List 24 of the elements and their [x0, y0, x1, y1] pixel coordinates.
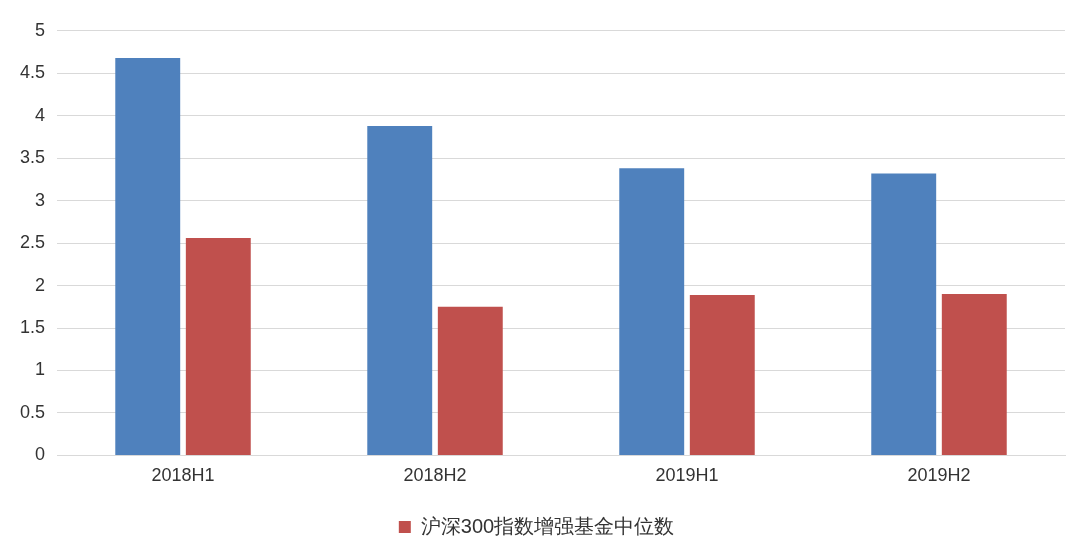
- y-tick-label: 2.5: [19, 232, 46, 253]
- y-tick-label: 4.5: [19, 62, 46, 83]
- bar: [871, 173, 937, 455]
- x-tick-label: 2018H2: [403, 465, 467, 486]
- bar: [115, 57, 181, 455]
- y-tick-label: 2: [35, 274, 46, 295]
- y-tick-label: 1: [35, 359, 46, 380]
- x-tick-label: 2019H1: [655, 465, 719, 486]
- y-tick-label: 3.5: [19, 147, 46, 168]
- bar: [437, 306, 503, 455]
- y-tick-label: 5: [35, 19, 46, 40]
- y-tick-label: 0: [35, 444, 46, 465]
- bar: [619, 168, 685, 455]
- legend-label: 沪深300指数增强基金中位数: [420, 514, 675, 537]
- bar: [941, 294, 1007, 455]
- x-tick-label: 2018H1: [151, 465, 215, 486]
- y-tick-label: 1.5: [19, 316, 46, 337]
- y-tick-label: 4: [35, 104, 46, 125]
- bar: [367, 125, 433, 455]
- x-tick-label: 2019H2: [907, 465, 971, 486]
- y-tick-label: 0.5: [19, 401, 46, 422]
- y-tick-label: 3: [35, 189, 46, 210]
- bar: [689, 294, 755, 455]
- bar: [185, 238, 251, 455]
